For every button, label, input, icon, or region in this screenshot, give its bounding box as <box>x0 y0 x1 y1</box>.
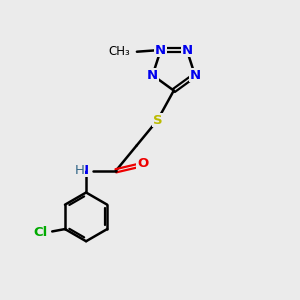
Text: CH₃: CH₃ <box>108 45 130 58</box>
Text: N: N <box>78 164 89 177</box>
Text: N: N <box>155 44 166 57</box>
Text: N: N <box>181 44 192 57</box>
Text: O: O <box>137 157 148 170</box>
Text: N: N <box>147 69 158 82</box>
Text: N: N <box>189 69 200 82</box>
Text: S: S <box>153 114 162 127</box>
Text: Cl: Cl <box>33 226 47 238</box>
Text: H: H <box>74 164 84 177</box>
